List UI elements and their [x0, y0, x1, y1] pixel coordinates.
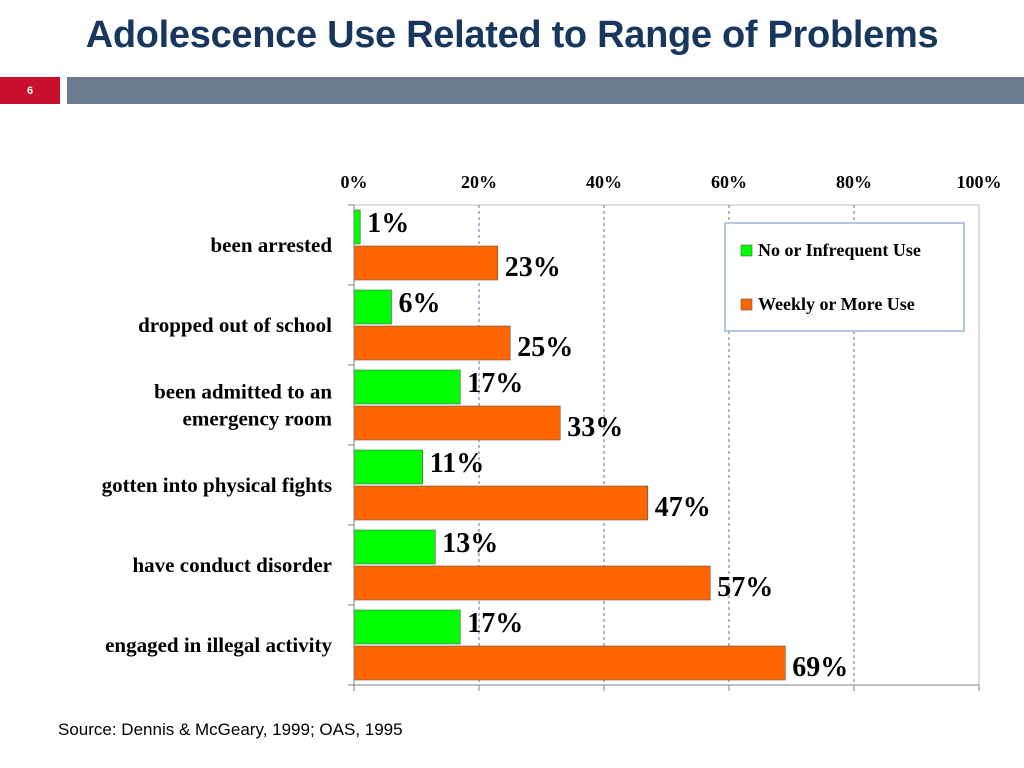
data-label: 11%: [430, 448, 484, 479]
bar-weekly: [353, 565, 711, 601]
category-label: been admitted to an: [154, 380, 332, 404]
bar-weekly: [353, 485, 649, 521]
bar-weekly: [353, 645, 786, 681]
title-divider-bar: [67, 77, 1024, 104]
data-label: 23%: [505, 252, 561, 283]
x-tick-label: 40%: [586, 172, 622, 192]
bar-layer: [353, 209, 786, 681]
bar-weekly: [353, 325, 511, 361]
bar-infrequent: [353, 449, 424, 485]
legend-swatch: [740, 298, 753, 311]
legend-label: Weekly or More Use: [758, 294, 915, 314]
category-label: emergency room: [183, 407, 333, 431]
category-label: engaged in illegal activity: [105, 633, 332, 657]
category-label: been arrested: [211, 233, 333, 257]
data-label: 25%: [517, 332, 573, 363]
bar-infrequent: [353, 209, 361, 245]
data-label: 33%: [567, 412, 623, 443]
slide-number: 6: [0, 77, 60, 104]
bar-infrequent: [353, 609, 461, 645]
source-citation: Source: Dennis & McGeary, 1999; OAS, 199…: [58, 720, 403, 739]
axis-layer: 0% 20% 40% 60% 80% 100%: [341, 172, 1002, 691]
data-label: 6%: [399, 288, 441, 319]
legend-box: [724, 222, 965, 332]
data-label: 47%: [655, 492, 711, 523]
data-label: 17%: [467, 608, 523, 639]
data-label: 69%: [792, 652, 848, 683]
category-label: gotten into physical fights: [102, 473, 332, 497]
category-label: dropped out of school: [138, 313, 332, 337]
legend: No or Infrequent Use Weekly or More Use: [724, 222, 965, 332]
slide-title: Adolescence Use Related to Range of Prob…: [85, 14, 939, 56]
data-label: 1%: [367, 208, 409, 239]
x-tick-label: 0%: [341, 172, 368, 192]
x-tick-label: 60%: [711, 172, 747, 192]
bar-infrequent: [353, 369, 461, 405]
label-layer: 1% 23% been arrested 6% 25% dropped out of sc…: [102, 208, 849, 683]
x-tick-label: 80%: [836, 172, 872, 192]
bar-weekly: [353, 405, 561, 441]
category-label: have conduct disorder: [133, 553, 333, 577]
bar-weekly: [353, 245, 499, 281]
legend-swatch: [740, 244, 753, 257]
x-tick-label: 100%: [957, 172, 1002, 192]
data-label: 13%: [442, 528, 498, 559]
bar-infrequent: [353, 529, 436, 565]
legend-label: No or Infrequent Use: [758, 240, 921, 260]
data-label: 17%: [467, 368, 523, 399]
x-tick-label: 20%: [461, 172, 497, 192]
bar-infrequent: [353, 289, 392, 325]
data-label: 57%: [717, 572, 773, 603]
